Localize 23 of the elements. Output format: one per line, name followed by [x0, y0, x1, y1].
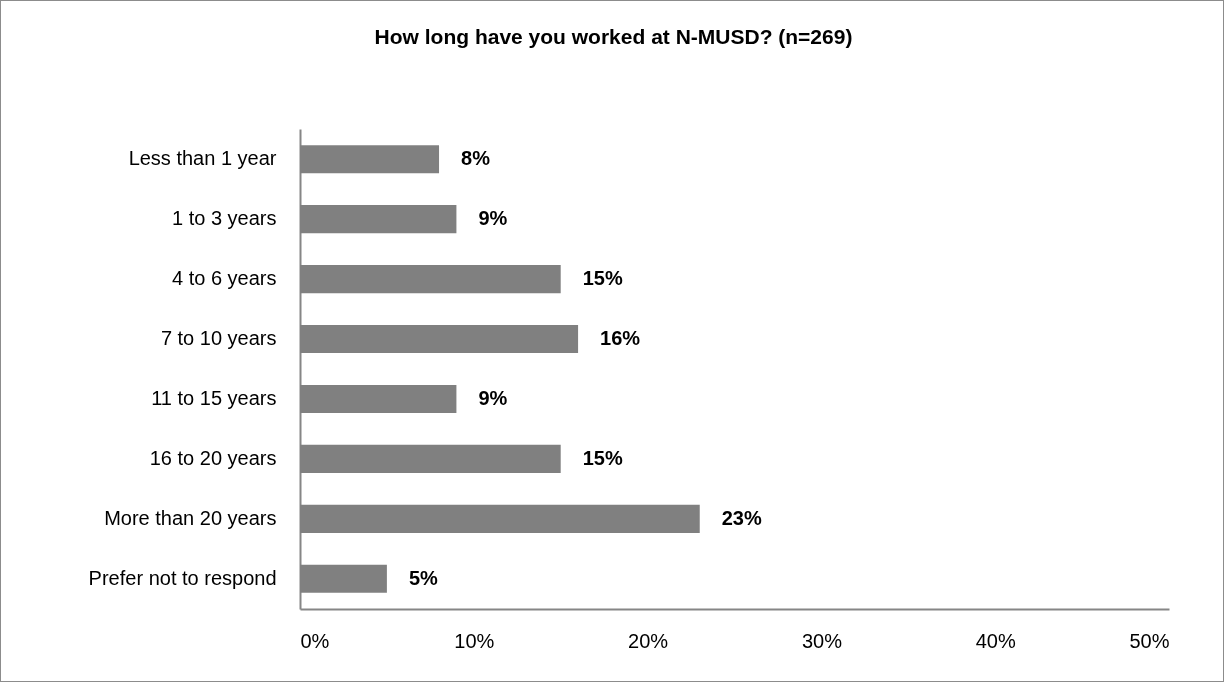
y-tick-label: More than 20 years [104, 506, 277, 529]
y-tick-label: 7 to 10 years [160, 327, 277, 350]
data-label: 5% [408, 566, 439, 589]
x-tick-label: 10% [454, 629, 495, 652]
x-tick-label: 30% [801, 629, 843, 652]
x-tick-label: 40% [975, 629, 1016, 652]
data-label: 8% [461, 147, 491, 170]
data-label: 9% [478, 386, 508, 409]
data-label: 9% [478, 207, 508, 230]
x-tick-label: 50% [1129, 629, 1170, 652]
data-label: 23% [721, 506, 762, 529]
y-tick-label: 4 to 6 years [171, 267, 277, 290]
y-tick-label: 16 to 20 years [149, 446, 277, 469]
x-tick-label: 0% [300, 629, 330, 652]
x-tick-label: 20% [628, 629, 669, 652]
y-tick-label: Less than 1 year [128, 147, 277, 170]
chart-title: How long have you worked at N-MUSD? (n=269) [374, 25, 853, 48]
data-label: 15% [582, 267, 623, 290]
data-label: 16% [600, 327, 641, 350]
data-label: 15% [582, 446, 623, 469]
y-tick-label: 11 to 15 years [151, 386, 277, 409]
y-tick-label: 1 to 3 years [171, 207, 277, 230]
y-tick-label: Prefer not to respond [88, 566, 277, 589]
